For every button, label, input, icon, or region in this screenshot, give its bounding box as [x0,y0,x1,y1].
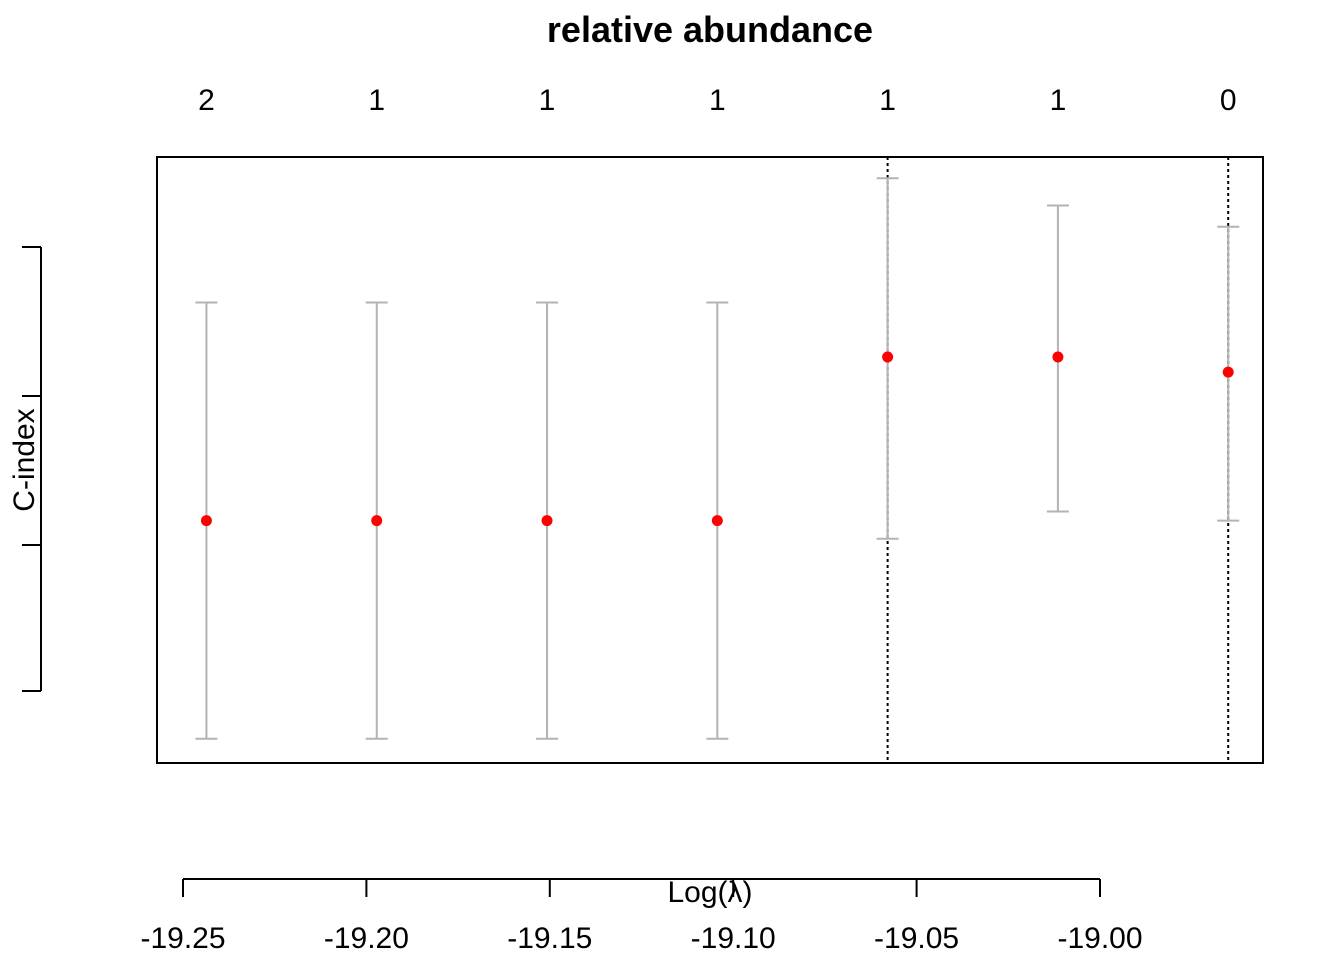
data-point [711,515,723,527]
error-bars [195,177,1240,740]
data-points [200,351,1234,527]
y-axis-label: C-index [8,408,41,511]
top-count-label: 0 [1220,84,1237,117]
data-point [1222,366,1234,378]
data-point [541,515,553,527]
data-point [371,515,383,527]
data-point [882,351,894,363]
top-count-label: 1 [539,84,556,117]
top-count-label: 2 [198,84,215,117]
x-tick-label: -19.25 [140,922,225,955]
top-axis-labels: 2 1 1 1 1 1 0 [198,84,1236,117]
x-tick-label: -19.10 [691,922,776,955]
top-count-label: 1 [879,84,896,117]
y-axis [22,246,42,692]
x-axis: -19.25 -19.20 -19.15 -19.10 -19.05 -19.00 [140,878,1143,955]
chart-title: relative abundance [547,9,873,50]
x-tick-label: -19.15 [507,922,592,955]
top-count-label: 1 [368,84,385,117]
data-point [1052,351,1064,363]
top-count-label: 1 [1050,84,1067,117]
x-tick-label: -19.00 [1057,922,1142,955]
plot-frame [156,156,1264,764]
data-point [200,515,212,527]
x-tick-label: -19.05 [874,922,959,955]
x-axis-label: Log(λ) [667,876,752,909]
x-tick-label: -19.20 [324,922,409,955]
top-count-label: 1 [709,84,726,117]
